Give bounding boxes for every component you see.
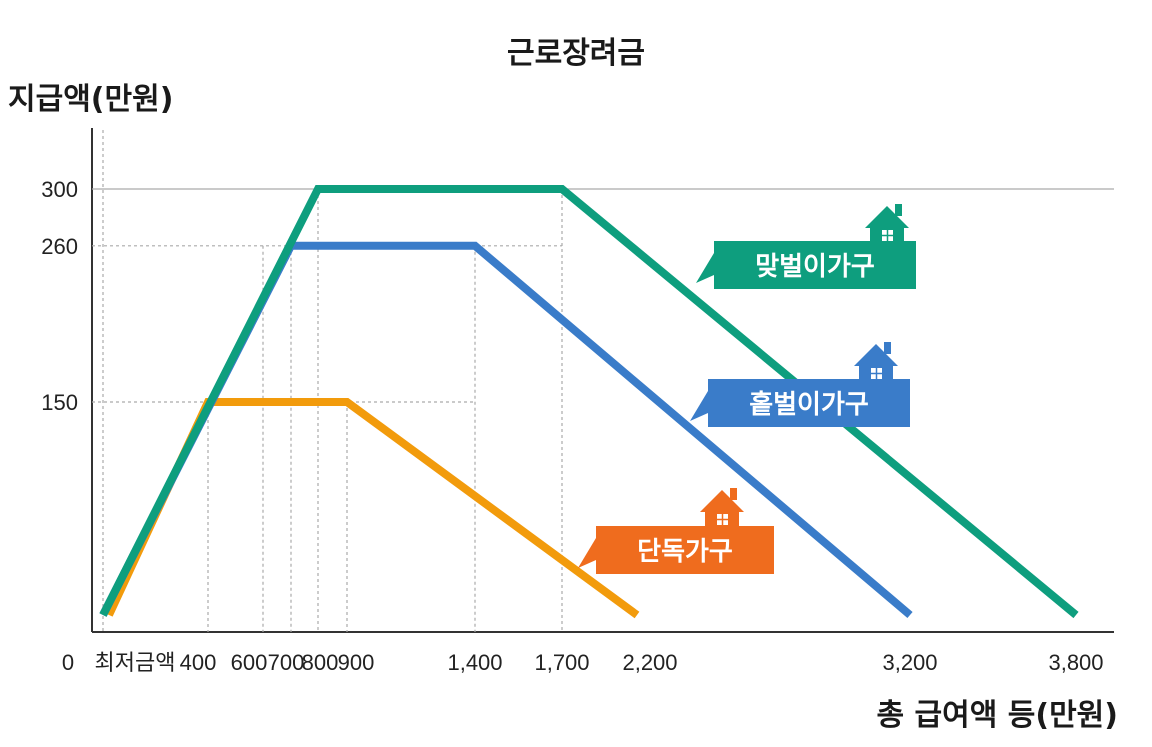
y-tick-label: 300 (41, 177, 78, 202)
x-tick-label: 900 (338, 650, 375, 675)
x-tick-label: 3,200 (882, 650, 937, 675)
x-tick-label: 700 (268, 650, 305, 675)
series-line-2 (99, 241, 913, 619)
label-pointer (578, 538, 596, 568)
house-icon (700, 490, 744, 528)
x-tick-label: 1,400 (447, 650, 502, 675)
house-icon (865, 206, 909, 244)
house-chimney (730, 488, 737, 500)
series-label: 홑벌이가구 (749, 390, 869, 420)
y-axis-label: 지급액(만원) (8, 82, 174, 117)
x-tick-label: 최저금액 (95, 650, 176, 675)
x-tick-label: 3,800 (1048, 650, 1103, 675)
x-tick-label: 2,200 (622, 650, 677, 675)
label-box (708, 379, 910, 427)
label-box (714, 241, 916, 289)
x-tick-label: 600 (231, 650, 268, 675)
x-tick-label: 1,700 (534, 650, 589, 675)
y-tick-label: 260 (41, 234, 78, 259)
x-tick-label: 400 (180, 650, 217, 675)
x-tick-label: 0 (62, 650, 74, 675)
series-label: 단독가구 (637, 537, 733, 567)
label-box (596, 526, 774, 574)
x-axis-label: 총 급여액 등(만원) (876, 698, 1118, 733)
y-tick-label: 150 (41, 390, 78, 415)
chart-title: 근로장려금 (507, 36, 645, 71)
series-label: 맞벌이가구 (755, 252, 875, 282)
label-pointer (690, 391, 708, 421)
series-line-3 (105, 398, 640, 619)
label-pointer (696, 253, 714, 283)
house-chimney (884, 342, 891, 354)
house-chimney (895, 204, 902, 216)
x-tick-label: 800 (302, 650, 339, 675)
house-icon (854, 344, 898, 382)
